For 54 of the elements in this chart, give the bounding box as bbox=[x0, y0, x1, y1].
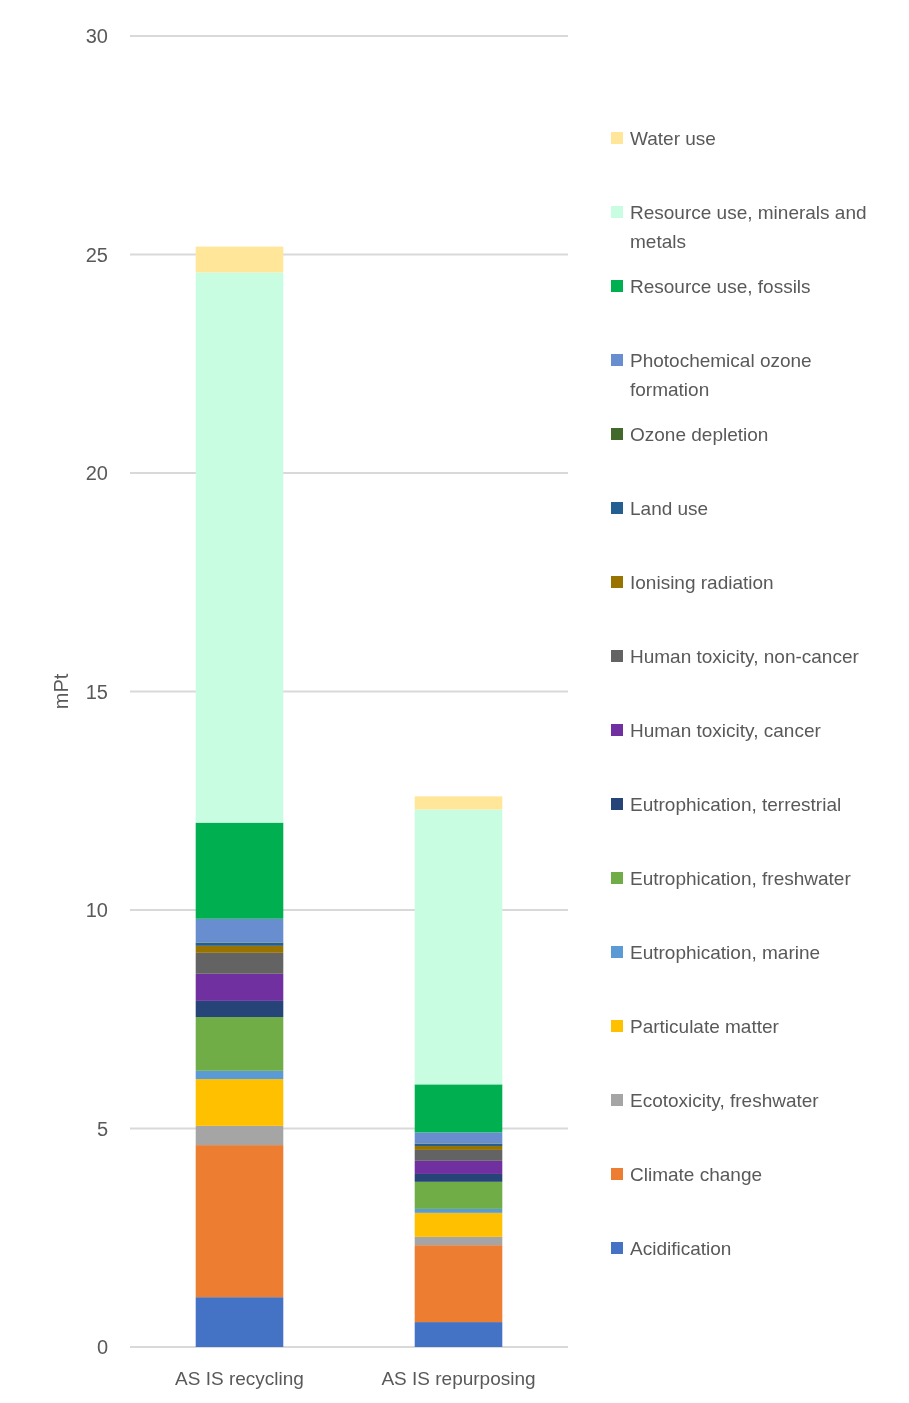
bar bbox=[414, 1084, 503, 1133]
bar bbox=[195, 945, 284, 953]
legend-label: Water use bbox=[630, 127, 716, 149]
bar bbox=[414, 1160, 503, 1174]
legend-label: Resource use, minerals and metals bbox=[630, 201, 867, 252]
bar bbox=[195, 1297, 284, 1347]
y-tick-label: 10 bbox=[85, 899, 108, 921]
x-tick-label: AS IS repurposing bbox=[381, 1368, 536, 1389]
bar bbox=[195, 1145, 284, 1298]
bar bbox=[414, 796, 503, 810]
bar bbox=[195, 1125, 284, 1146]
bar bbox=[414, 1212, 503, 1237]
y-axis-title: mPt bbox=[50, 673, 72, 710]
legend-label: Ecotoxicity, freshwater bbox=[630, 1089, 820, 1111]
legend-label: Acidification bbox=[630, 1237, 732, 1259]
bar bbox=[414, 1208, 503, 1213]
bar bbox=[414, 1322, 503, 1347]
legend-label: Human toxicity, cancer bbox=[630, 719, 822, 741]
legend-label: Eutrophication, terrestrial bbox=[630, 793, 842, 815]
bar bbox=[195, 918, 284, 943]
bar bbox=[414, 1132, 503, 1144]
legend-label: Resource use, fossils bbox=[630, 275, 811, 297]
bar bbox=[195, 973, 284, 1001]
legend-label: Eutrophication, marine bbox=[630, 941, 821, 963]
legend-label: Particulate matter bbox=[630, 1015, 780, 1037]
bar bbox=[195, 822, 284, 919]
y-tick-label: 5 bbox=[96, 1117, 108, 1140]
bar bbox=[414, 1149, 503, 1161]
bar bbox=[195, 1070, 284, 1080]
bar bbox=[195, 246, 284, 273]
y-tick-label: 30 bbox=[85, 25, 108, 47]
bar bbox=[414, 1245, 503, 1323]
bar bbox=[414, 1145, 503, 1150]
y-tick-label: 15 bbox=[85, 680, 108, 703]
legend-label: Climate change bbox=[630, 1163, 763, 1185]
x-tick-label: AS IS recycling bbox=[175, 1368, 304, 1389]
legend-label: Land use bbox=[630, 497, 709, 519]
legend-label: Eutrophication, freshwater bbox=[630, 867, 852, 889]
bar bbox=[195, 1000, 284, 1018]
legend-label: Ionising radiation bbox=[630, 571, 774, 593]
y-tick-label: 25 bbox=[85, 243, 108, 266]
y-tick-label: 20 bbox=[85, 462, 108, 484]
bar bbox=[195, 1017, 284, 1071]
bar bbox=[414, 1181, 503, 1209]
y-tick-label: 0 bbox=[96, 1336, 108, 1358]
legend-label: Human toxicity, non-cancer bbox=[630, 645, 860, 667]
bar bbox=[195, 272, 284, 823]
bar bbox=[414, 1173, 503, 1182]
legend-label: Ozone depletion bbox=[630, 423, 769, 445]
bar bbox=[414, 1236, 503, 1246]
bar bbox=[195, 1079, 284, 1126]
bar bbox=[195, 952, 284, 974]
bar bbox=[414, 809, 503, 1085]
legend-label: Photochemical ozone formation bbox=[630, 349, 812, 400]
